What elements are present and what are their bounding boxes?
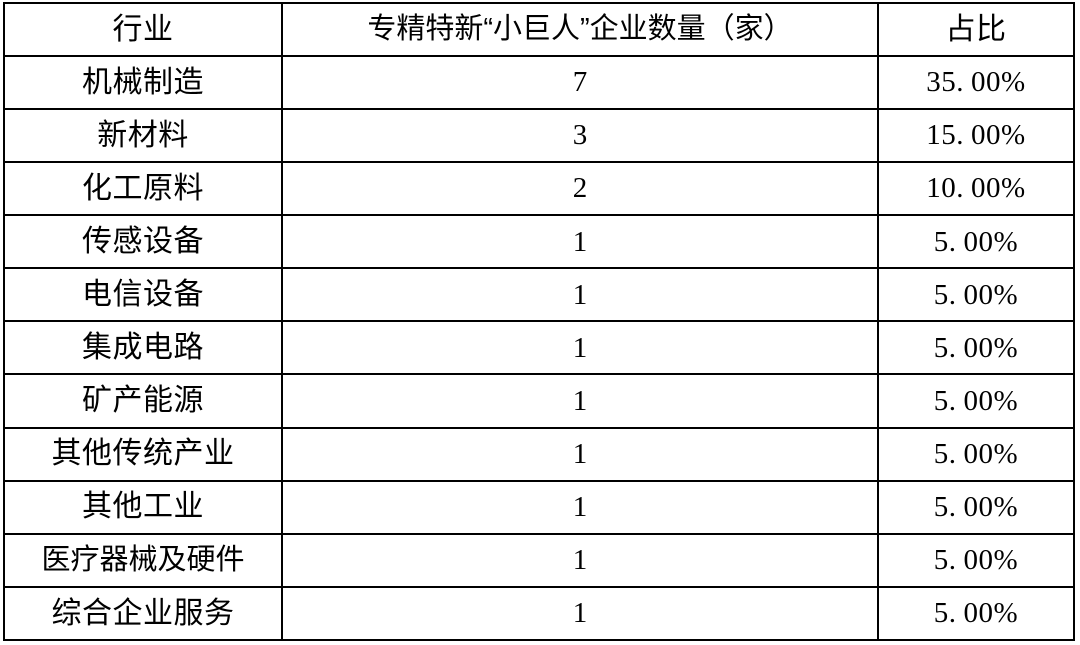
cell-count: 7 (281, 54, 879, 111)
cell-count: 3 (281, 108, 879, 164)
cell-count: 1 (281, 373, 879, 429)
table-row: 机械制造 7 35. 00% (3, 54, 1075, 111)
cell-industry: 新材料 (3, 108, 283, 164)
cell-share: 5. 00% (877, 532, 1075, 588)
cell-share: 5. 00% (877, 320, 1075, 376)
cell-share: 5. 00% (877, 426, 1075, 482)
cell-count: 1 (281, 426, 879, 482)
cell-count: 1 (281, 585, 879, 642)
table-body: 机械制造 7 35. 00% 新材料 3 15. 00% 化工原料 2 10. 00% 传感设备 1 5. 0… (3, 54, 1075, 642)
cell-share: 35. 00% (877, 54, 1075, 111)
cell-count: 1 (281, 267, 879, 323)
cell-industry: 矿产能源 (3, 373, 283, 429)
cell-industry: 综合企业服务 (3, 585, 283, 642)
cell-share: 5. 00% (877, 267, 1075, 323)
column-header-share: 占比 (877, 2, 1075, 57)
cell-industry: 化工原料 (3, 161, 283, 217)
table-row: 电信设备 1 5. 00% (3, 267, 1075, 323)
cell-industry: 传感设备 (3, 214, 283, 270)
table-header-row: 行业 专精特新“小巨人”企业数量（家） 占比 (3, 2, 1075, 57)
cell-industry: 机械制造 (3, 54, 283, 111)
column-header-industry: 行业 (3, 2, 283, 57)
table-row: 新材料 3 15. 00% (3, 108, 1075, 164)
specialized-smes-by-industry-table: 行业 专精特新“小巨人”企业数量（家） 占比 机械制造 7 35. 00% 新材料 3 15… (3, 2, 1075, 642)
table-header: 行业 专精特新“小巨人”企业数量（家） 占比 (3, 2, 1075, 57)
table-container: 行业 专精特新“小巨人”企业数量（家） 占比 机械制造 7 35. 00% 新材料 3 15… (3, 2, 1075, 642)
cell-industry: 电信设备 (3, 267, 283, 323)
cell-share: 5. 00% (877, 373, 1075, 429)
cell-count: 1 (281, 320, 879, 376)
cell-industry: 集成电路 (3, 320, 283, 376)
table-row: 集成电路 1 5. 00% (3, 320, 1075, 376)
cell-industry: 其他传统产业 (3, 426, 283, 482)
cell-share: 5. 00% (877, 585, 1075, 642)
table-row: 综合企业服务 1 5. 00% (3, 585, 1075, 642)
cell-count: 1 (281, 214, 879, 270)
cell-share: 10. 00% (877, 161, 1075, 217)
table-row: 其他传统产业 1 5. 00% (3, 426, 1075, 482)
table-row: 矿产能源 1 5. 00% (3, 373, 1075, 429)
cell-industry: 其他工业 (3, 479, 283, 535)
cell-count: 2 (281, 161, 879, 217)
table-row: 其他工业 1 5. 00% (3, 479, 1075, 535)
cell-count: 1 (281, 532, 879, 588)
cell-share: 15. 00% (877, 108, 1075, 164)
cell-industry: 医疗器械及硬件 (3, 532, 283, 588)
table-row: 医疗器械及硬件 1 5. 00% (3, 532, 1075, 588)
cell-share: 5. 00% (877, 214, 1075, 270)
column-header-count: 专精特新“小巨人”企业数量（家） (281, 2, 879, 57)
cell-share: 5. 00% (877, 479, 1075, 535)
cell-count: 1 (281, 479, 879, 535)
table-row: 传感设备 1 5. 00% (3, 214, 1075, 270)
table-row: 化工原料 2 10. 00% (3, 161, 1075, 217)
